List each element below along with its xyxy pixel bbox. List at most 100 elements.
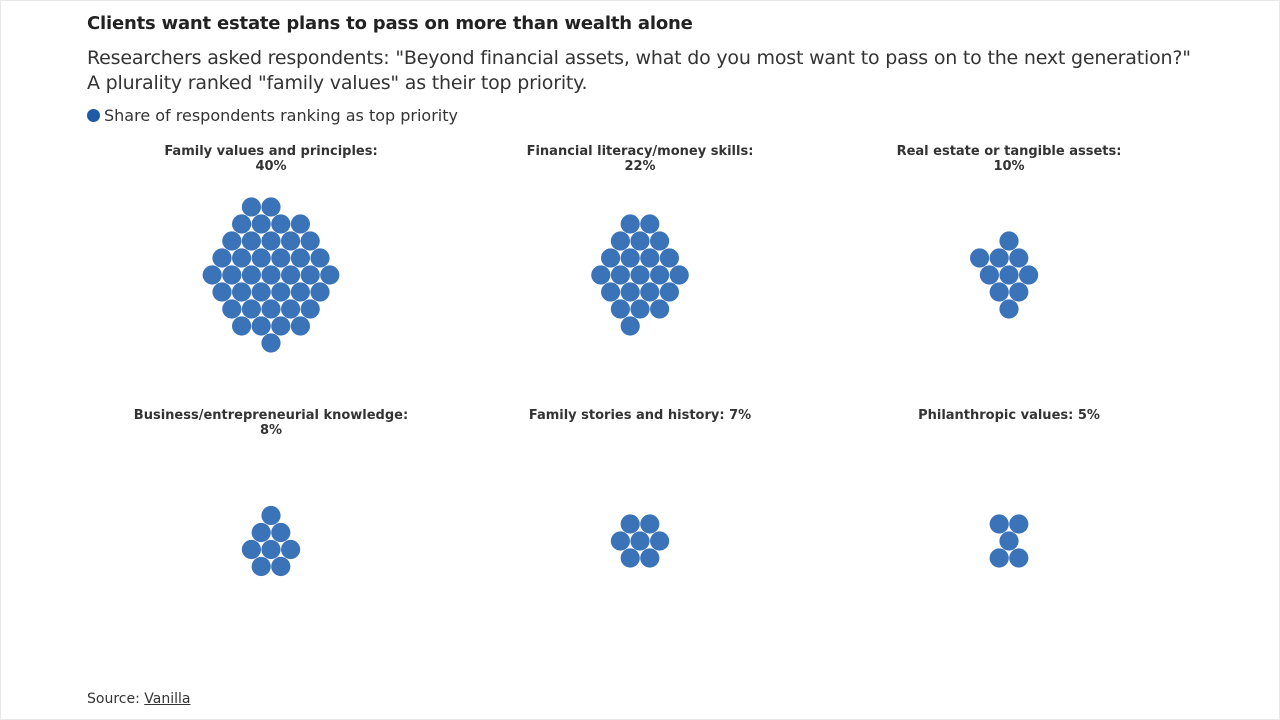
data-dot [241,299,261,319]
data-dot [650,531,670,551]
data-dot [232,214,252,234]
data-dot [222,231,242,251]
panel-financial-literacy-money-skills: Financial literacy/money skills:22% [527,144,754,336]
data-dot [620,214,640,234]
data-dot [669,265,689,285]
data-dot [241,539,261,560]
data-dot [591,265,611,285]
data-dot [281,299,301,319]
data-dot [251,248,271,268]
data-dot [999,531,1019,551]
data-dot [601,282,621,302]
data-dot [620,248,640,268]
data-dot [281,265,301,285]
data-dot [620,548,640,568]
data-dot [650,231,670,251]
data-dot [620,282,640,302]
data-dot [989,548,1009,568]
data-dot [1009,514,1029,534]
dot-grid-chart: Family values and principles:40% Financia… [134,144,1122,577]
data-dot [251,282,271,302]
data-dot [999,231,1019,251]
data-dot [261,505,281,526]
data-dot [251,556,271,577]
data-dot [281,231,301,251]
data-dot [640,548,660,568]
data-dot [601,248,621,268]
panel-business-entrepreneurial-knowledge: Business/entrepreneurial knowledge:8% [134,408,408,577]
data-dot [290,214,310,234]
data-dot [222,265,242,285]
data-dot [989,514,1009,534]
data-dot [1019,265,1039,285]
data-dot [640,514,660,534]
data-dot [650,265,670,285]
data-dot [261,197,281,217]
data-dot [241,231,261,251]
data-dot [232,316,252,336]
data-dot [241,197,261,217]
data-dot [261,299,281,319]
data-dot [979,265,1000,285]
source-link[interactable]: Vanilla [144,691,191,707]
panel-philanthropic-values: Philanthropic values: 5% [918,408,1100,568]
data-dot [212,248,232,268]
data-dot [251,522,271,543]
chart-subtitle: Researchers asked respondents: "Beyond f… [87,46,1237,96]
data-dot [232,282,252,302]
data-dot [261,539,281,560]
data-dot [659,282,680,302]
data-dot [1009,248,1029,268]
panel-real-estate-or-tangible-assets: Real estate or tangible assets:10% [897,144,1122,319]
data-dot [300,265,320,285]
data-dot [261,333,281,353]
data-dot [999,265,1019,285]
data-dot [271,282,291,302]
data-dot [290,248,310,268]
panel-label: 8% [260,423,282,438]
panel-label: Family values and principles: [164,144,377,159]
data-dot [630,531,650,551]
panel-label: 22% [624,159,655,174]
data-dot [620,316,640,336]
chart-title: Clients want estate plans to pass on mor… [87,13,693,34]
data-dot [610,299,631,319]
data-dot [1009,548,1029,568]
data-dot [271,248,291,268]
data-dot [271,316,291,336]
subtitle-line-2: A plurality ranked "family values" as th… [87,72,588,94]
data-dot [999,299,1019,319]
data-dot [640,214,660,234]
data-dot [251,214,271,234]
legend-label: Share of respondents ranking as top prio… [104,106,458,125]
panel-label: Business/entrepreneurial knowledge: [134,408,408,423]
data-dot [281,539,301,560]
data-dot [630,231,650,251]
data-dot [261,231,281,251]
panel-label: Financial literacy/money skills: [527,144,754,159]
data-dot [300,299,320,319]
data-dot [620,514,640,534]
data-dot [232,248,252,268]
data-dot [290,282,310,302]
data-dot [640,282,660,302]
data-dot [271,556,291,577]
data-dot [630,265,650,285]
legend: Share of respondents ranking as top prio… [87,106,458,125]
data-dot [989,248,1009,268]
data-dot [610,531,631,551]
panel-label: 40% [255,159,286,174]
source-label: Source: [87,691,145,707]
data-dot [659,248,680,268]
data-dot [271,214,291,234]
data-dot [202,265,222,285]
data-dot [630,299,650,319]
panel-family-values-and-principles: Family values and principles:40% [164,144,378,353]
subtitle-line-1: Researchers asked respondents: "Beyond f… [87,47,1191,69]
panel-label: Real estate or tangible assets: [897,144,1122,159]
data-dot [241,265,261,285]
data-dot [970,248,990,268]
legend-dot-icon [87,109,100,122]
data-dot [610,231,631,251]
data-dot [271,522,291,543]
